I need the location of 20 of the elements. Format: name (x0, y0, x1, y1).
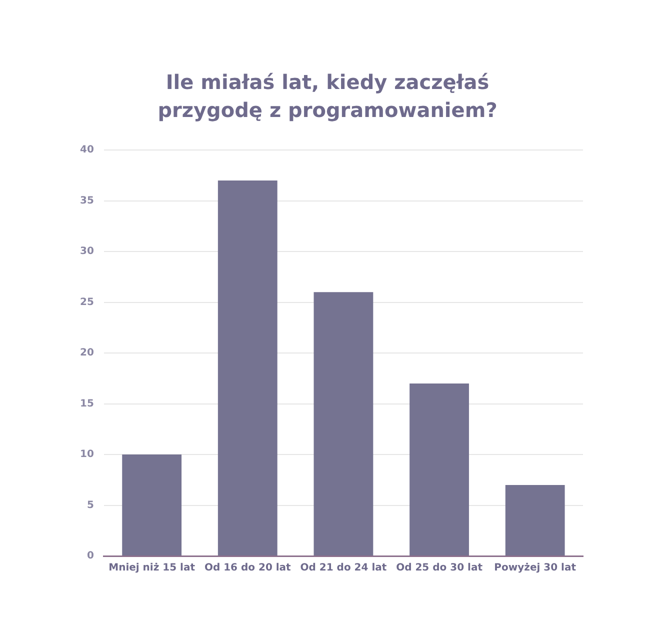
bar (505, 484, 565, 556)
y-tick-label: 30 (80, 246, 94, 258)
y-tick-label: 10 (80, 449, 94, 460)
y-tick-label: 20 (80, 348, 94, 359)
bar (122, 454, 182, 556)
y-tick-label: 25 (80, 296, 94, 308)
bar (218, 180, 278, 556)
bar (410, 383, 469, 556)
y-tick-label: 0 (86, 550, 94, 562)
y-tick-label: 15 (80, 398, 94, 410)
y-tick-label: 40 (80, 144, 94, 156)
x-tick-label: Od 25 do 30 lat (396, 562, 483, 574)
y-tick-label: 35 (80, 195, 94, 206)
x-tick-label: Od 16 do 20 lat (204, 562, 292, 574)
x-tick-label: Powyżej 30 lat (494, 562, 576, 574)
x-tick-label: Mniej niż 15 lat (108, 562, 196, 574)
y-tick-label: 5 (86, 500, 94, 511)
chart-title: Ile miałaś lat, kiedy zaczęłaś przygodę z programowaniem? (156, 69, 498, 124)
x-tick-label: Od 21 do 24 lat (300, 562, 387, 574)
bar (314, 292, 374, 556)
